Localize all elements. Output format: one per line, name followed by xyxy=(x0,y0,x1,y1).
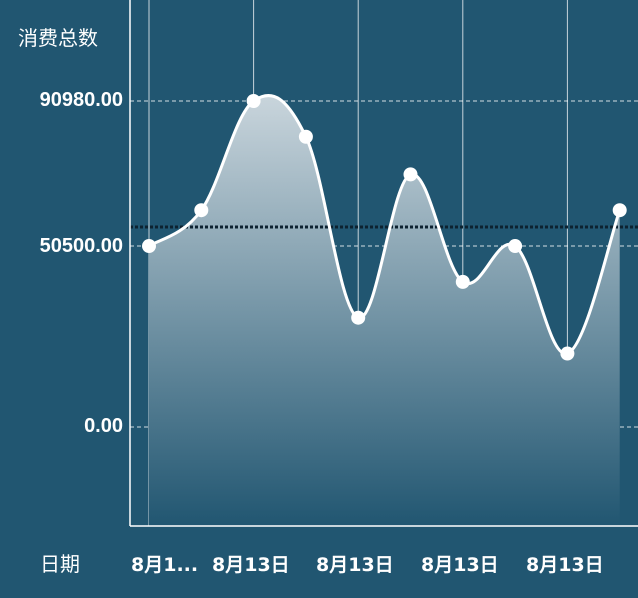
series-path xyxy=(148,94,622,356)
data-point xyxy=(455,274,470,289)
data-point xyxy=(508,239,523,254)
y-tick-label: 90980.00 xyxy=(39,89,123,111)
area-fill xyxy=(149,95,620,526)
data-points xyxy=(142,94,627,361)
y-axis-title: 消费总数 xyxy=(18,26,98,50)
y-tick-label: 50500.00 xyxy=(39,235,123,257)
data-point xyxy=(298,129,313,144)
data-point xyxy=(351,310,366,325)
x-tick-label: 8月13日 xyxy=(421,554,499,576)
x-tick-label: 8月13日 xyxy=(316,554,394,576)
area-shape xyxy=(149,95,620,526)
data-point xyxy=(194,203,209,218)
y-tick-label: 0.00 xyxy=(84,415,123,437)
data-point xyxy=(560,346,575,361)
data-point xyxy=(612,203,627,218)
x-tick-label: 8月13日 xyxy=(526,554,604,576)
x-axis-title: 日期 xyxy=(40,552,80,576)
data-point xyxy=(403,167,418,182)
series-line xyxy=(148,94,622,356)
x-tick-label: 8月1... xyxy=(131,554,199,576)
data-point xyxy=(142,239,156,254)
axes xyxy=(129,0,638,527)
x-tick-label: 8月13日 xyxy=(212,554,290,576)
data-point xyxy=(246,94,261,108)
